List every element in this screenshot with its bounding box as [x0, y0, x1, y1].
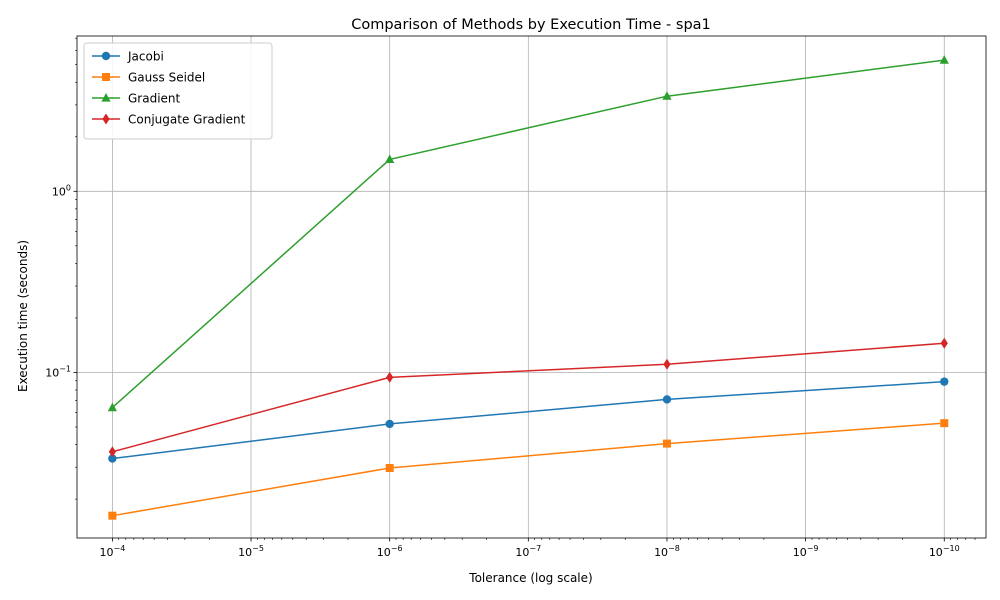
data-point-gradient	[662, 91, 672, 100]
x-tick-label: 10−7	[515, 544, 541, 559]
legend-marker	[102, 113, 110, 125]
series-line-jacobi	[112, 380, 945, 460]
data-point-conjugate-gradient	[663, 358, 671, 370]
x-tick-label: 10−6	[377, 544, 403, 559]
series-conjugate-gradient	[108, 337, 948, 458]
legend-marker	[101, 51, 111, 61]
x-tick-label: 10−8	[654, 544, 680, 559]
x-tick-label: 10−9	[793, 544, 819, 559]
data-point-conjugate-gradient	[108, 446, 116, 458]
legend-label: Gauss Seidel	[128, 71, 205, 85]
series-layer	[107, 55, 949, 520]
data-point-gauss-seidel	[385, 463, 394, 472]
legend-label: Jacobi	[127, 50, 164, 64]
data-point-jacobi	[662, 395, 672, 404]
legend-marker	[102, 73, 110, 81]
y-axis-ticks: 10−1 100	[45, 37, 77, 500]
data-point-gauss-seidel	[108, 511, 117, 520]
data-point-jacobi	[385, 419, 394, 429]
x-tick-label: 10−4	[99, 544, 125, 559]
data-point-gradient	[939, 55, 949, 64]
x-axis-label: Tolerance (log scale)	[468, 571, 592, 585]
x-axis-ticks: 10−4 10−5 10−6 10−7 10−8 10−9 10−10	[99, 538, 976, 559]
legend-item-gauss-seidel: Gauss Seidel	[92, 71, 205, 85]
legend-box	[83, 42, 273, 140]
series-line-conjugate-gradient	[112, 342, 945, 453]
legend-item-conjugate-gradient: Conjugate Gradient	[92, 113, 246, 127]
data-point-jacobi	[108, 454, 117, 463]
legend-marker	[101, 93, 111, 102]
data-point-gauss-seidel	[940, 419, 949, 428]
data-point-gauss-seidel	[662, 439, 671, 448]
data-point-conjugate-gradient	[386, 371, 394, 383]
plot-frame	[76, 35, 987, 539]
chart-title: Comparison of Methods by Execution Time …	[351, 17, 711, 33]
data-point-jacobi	[940, 377, 949, 386]
x-tick-label: 10−10	[929, 544, 960, 559]
series-jacobi	[108, 377, 949, 463]
series-line-gauss-seidel	[112, 422, 945, 517]
y-tick-label: 10−1	[45, 364, 71, 379]
data-point-conjugate-gradient	[940, 337, 948, 349]
data-point-gradient	[107, 402, 117, 412]
legend: Jacobi Gauss Seidel Gradient Conjugate Grad…	[83, 42, 273, 140]
series-line-gradient	[111, 59, 945, 409]
series-gradient	[107, 55, 949, 412]
data-point-gradient	[385, 154, 395, 164]
legend-item-jacobi: Jacobi	[92, 50, 164, 64]
x-tick-label: 10−5	[238, 544, 264, 559]
legend-label: Conjugate Gradient	[128, 113, 246, 127]
y-axis-label: Execution time (seconds)	[16, 240, 30, 392]
y-tick-label: 100	[52, 183, 71, 198]
legend-label: Gradient	[128, 92, 181, 106]
legend-item-gradient: Gradient	[92, 92, 181, 106]
series-gauss-seidel	[108, 419, 949, 520]
